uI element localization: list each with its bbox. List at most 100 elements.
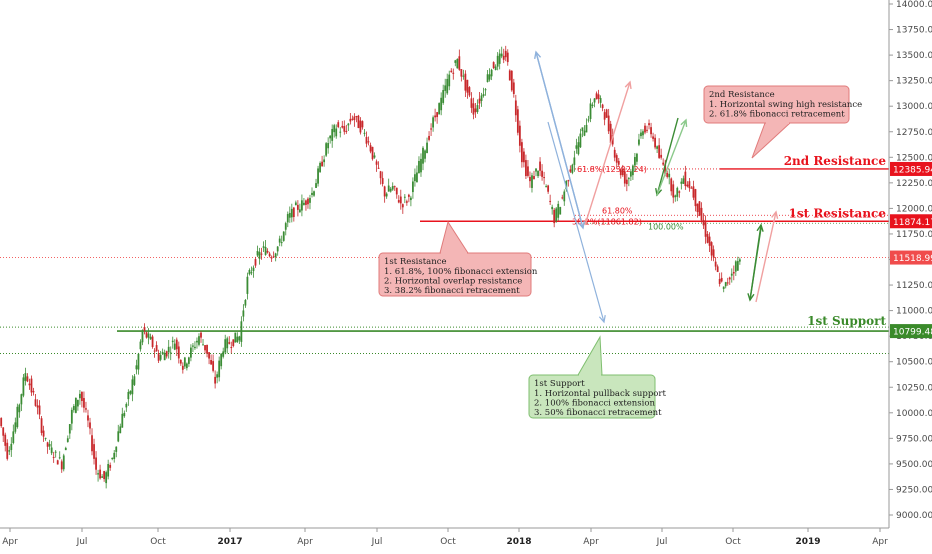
- candle-body: [547, 185, 550, 192]
- candle-body: [107, 464, 110, 477]
- candle-body: [282, 231, 285, 241]
- candle-body: [321, 161, 323, 167]
- candle-body: [605, 109, 608, 118]
- candle-body: [26, 376, 29, 382]
- resistance1-value-badge-bg: [890, 214, 932, 229]
- resistance2-value-badge-bg: [890, 161, 932, 176]
- candle-body: [446, 78, 449, 94]
- candle-body: [331, 129, 334, 141]
- candle-body: [24, 373, 27, 381]
- candle-body: [714, 261, 717, 267]
- candle-body: [670, 178, 673, 192]
- candle-body: [627, 178, 630, 180]
- candle-body: [371, 146, 374, 160]
- y-tick-label: 13000.00: [896, 102, 932, 112]
- candle-body: [668, 173, 671, 178]
- candle-body: [420, 158, 422, 173]
- candle-body: [301, 200, 303, 211]
- candle-body: [60, 461, 63, 470]
- candle-body: [339, 131, 342, 133]
- candle-body: [486, 74, 489, 83]
- candle-body: [323, 159, 326, 163]
- candle-body: [272, 256, 275, 258]
- y-tick-label: 13500.00: [896, 51, 932, 61]
- candle-body: [99, 469, 101, 479]
- candle-body: [462, 75, 465, 77]
- current-price-badge: 11518.99: [893, 254, 932, 264]
- x-tick-label: Apr: [297, 537, 313, 547]
- candle-body: [319, 162, 321, 172]
- callout-resistance1-line: 2. Horizontal overlap resistance: [384, 277, 522, 287]
- candle-body: [127, 391, 130, 400]
- candle-body: [268, 253, 271, 257]
- candle-body: [573, 157, 576, 165]
- candle-body: [589, 103, 592, 119]
- candle-body: [4, 434, 7, 446]
- candle-body: [143, 327, 146, 331]
- candle-body: [440, 97, 443, 111]
- swing-up-arrow-2-head: [680, 118, 688, 128]
- candle-body: [494, 66, 497, 70]
- candle-body: [405, 201, 408, 203]
- candle-body: [208, 352, 210, 359]
- candle-body: [726, 282, 729, 284]
- candle-body: [97, 473, 99, 475]
- candle-body: [361, 121, 364, 128]
- candle-body: [218, 360, 221, 378]
- candle-body: [151, 336, 154, 347]
- candle-body: [315, 183, 317, 188]
- candle-body: [169, 352, 172, 354]
- candle-body: [2, 427, 5, 436]
- candle-body: [256, 251, 259, 256]
- candle-body: [246, 276, 249, 294]
- candle-body: [464, 73, 467, 91]
- callout-resistance2-tail: [751, 122, 792, 159]
- candle-body: [557, 203, 560, 218]
- candle-body: [74, 397, 77, 413]
- candle-body: [270, 257, 273, 259]
- candle-body: [401, 204, 404, 208]
- fib-382-label: 38.2%(11861.82): [572, 217, 642, 226]
- candle-body: [284, 223, 287, 230]
- swing-up-arrow-1-head: [624, 80, 632, 90]
- candle-body: [28, 383, 31, 386]
- candle-body: [226, 338, 229, 349]
- candle-body: [684, 171, 687, 187]
- candle-body: [163, 352, 166, 361]
- candle-body: [79, 393, 81, 399]
- candle-body: [640, 132, 642, 137]
- current-price-badge-bg: [890, 250, 932, 265]
- candle-body: [375, 161, 378, 165]
- candle-body: [377, 167, 380, 169]
- candle-body: [36, 405, 39, 408]
- candle-body: [22, 377, 25, 396]
- candle-body: [14, 422, 17, 432]
- candle-body: [262, 246, 265, 248]
- candle-body: [133, 376, 136, 385]
- candle-body: [8, 450, 11, 452]
- candle-body: [692, 186, 695, 198]
- swing-up-arrow-3-head: [756, 223, 764, 232]
- candle-body: [62, 455, 65, 470]
- candle-body: [474, 108, 477, 113]
- candle-body: [412, 181, 414, 193]
- candle-body: [337, 122, 340, 128]
- candle-body: [296, 204, 299, 210]
- y-tick-label: 9250.00: [896, 485, 932, 495]
- candle-body: [129, 390, 132, 394]
- candle-body: [42, 430, 45, 437]
- candle-body: [115, 446, 118, 452]
- candle-body: [70, 409, 73, 424]
- candle-body: [85, 408, 87, 410]
- x-tick-label: 2017: [217, 537, 242, 547]
- candle-body: [34, 399, 37, 406]
- x-tick-label: Oct: [150, 537, 166, 547]
- candle-body: [533, 176, 535, 180]
- candle-body: [6, 442, 9, 459]
- candle-body: [583, 130, 586, 136]
- candle-body: [694, 189, 697, 207]
- candle-body: [357, 115, 360, 129]
- projection-arrow-upper-back: [535, 51, 584, 229]
- candle-body: [424, 150, 426, 159]
- candle-body: [708, 236, 711, 246]
